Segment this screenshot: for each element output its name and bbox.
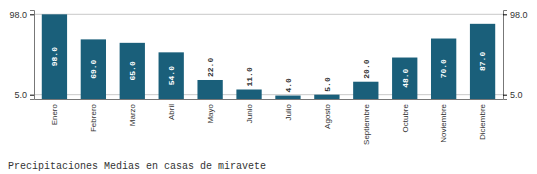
category-label: Septiembre	[362, 103, 371, 144]
data-label: 22.0	[206, 58, 215, 77]
bars	[42, 14, 495, 99]
title: Precipitaciones Medias en casas de mirav…	[8, 161, 266, 172]
data-label: 87.0	[478, 52, 487, 71]
tick: Noviembre	[439, 103, 448, 142]
bar	[197, 80, 222, 99]
bar	[236, 89, 261, 99]
category-label: Mayo	[206, 103, 215, 123]
tick-mark	[503, 14, 507, 15]
tick: Octubre	[401, 103, 410, 132]
data-label: 69.0	[89, 59, 98, 78]
data-labels: 98.0 69.0 65.0 54.0 22.0 11.0 4.0 5.0 20.0 48.0 70…	[50, 47, 487, 93]
category-label: Febrero	[89, 103, 98, 132]
bar	[81, 39, 106, 99]
tick: 5.0	[14, 90, 34, 100]
axis-line	[30, 11, 35, 100]
tick: 98.0	[9, 10, 34, 20]
x-axis: Enero Febrero Marzo Abril Mayo Junio Julio Agos…	[35, 100, 504, 145]
category-label: Diciembre	[478, 103, 487, 140]
tick: Febrero	[89, 103, 98, 132]
bar	[120, 43, 145, 99]
tick-label: 98.0	[9, 10, 27, 20]
bar	[431, 39, 456, 99]
grid-line	[34, 14, 503, 15]
y-axis-right: 5.0 98.0	[503, 10, 528, 100]
category-label: Enero	[50, 103, 59, 125]
category-label: Agosto	[323, 103, 332, 128]
data-label: 70.0	[439, 59, 448, 78]
tick-label: 98.0	[510, 10, 528, 20]
category-label: Julio	[284, 103, 293, 120]
tick: Junio	[245, 103, 254, 123]
tick-label: 5.0	[14, 90, 27, 100]
bar	[392, 58, 417, 99]
bar	[159, 52, 184, 99]
data-label: 20.0	[362, 59, 371, 78]
tick: 98.0	[503, 10, 528, 20]
bar	[470, 24, 495, 99]
tick: 5.0	[503, 90, 523, 100]
data-label: 98.0	[50, 47, 59, 66]
tick: Marzo	[128, 103, 137, 126]
tick-mark	[30, 14, 34, 15]
data-label: 54.0	[167, 66, 176, 85]
bar	[314, 95, 339, 99]
axis-line	[35, 99, 504, 100]
axis-line	[504, 11, 508, 100]
category-label: Junio	[245, 103, 254, 123]
data-label: 48.0	[401, 68, 410, 87]
tick: Julio	[284, 103, 293, 120]
tick: Mayo	[206, 103, 215, 123]
tick: Septiembre	[362, 103, 371, 144]
data-label: 11.0	[245, 67, 254, 86]
chart: 5.0 98.0 5.0 98.0 Enero Febrero Marzo Abril Mayo…	[0, 0, 537, 174]
data-label: 5.0	[323, 77, 332, 92]
category-label: Octubre	[401, 103, 410, 132]
category-label: Abril	[167, 104, 176, 120]
bar	[353, 82, 378, 99]
category-label: Marzo	[128, 103, 137, 126]
tick: Enero	[50, 103, 59, 125]
tick-mark	[30, 95, 34, 96]
category-label: Noviembre	[439, 103, 448, 142]
tick: Agosto	[323, 103, 332, 128]
data-label: 4.0	[284, 78, 293, 93]
y-axis-left: 5.0 98.0	[9, 10, 34, 100]
bar	[42, 14, 67, 99]
bar	[275, 96, 300, 99]
tick: Abril	[167, 104, 176, 120]
tick: Diciembre	[478, 103, 487, 140]
tick-mark	[503, 95, 507, 96]
tick-label: 5.0	[510, 90, 523, 100]
data-label: 65.0	[128, 61, 137, 80]
